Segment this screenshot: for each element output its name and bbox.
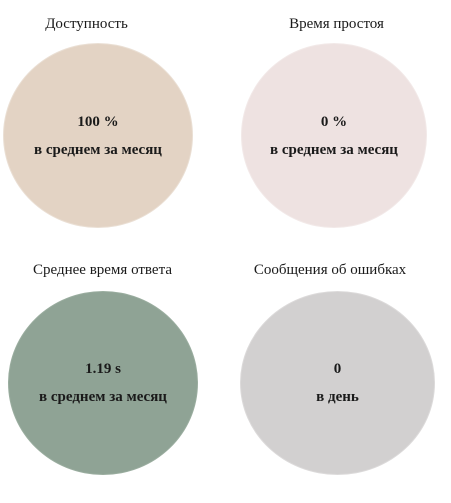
downtime-caption: в среднем за месяц: [270, 141, 398, 158]
downtime-value: 0 %: [320, 113, 348, 130]
error-messages-value: 0: [333, 361, 342, 377]
response-time-title: Среднее время ответа: [33, 262, 172, 278]
availability-caption: в среднем за месяц: [34, 141, 162, 158]
response-time-caption: в среднем за месяц: [39, 389, 167, 405]
response-time-value: 1.19 s: [85, 361, 121, 377]
availability-title: Доступность: [45, 16, 128, 32]
availability-value: 100 %: [77, 113, 119, 130]
error-messages-title: Сообщения об ошибках: [253, 262, 407, 278]
error-messages-circle: 0 в день: [240, 291, 435, 475]
availability-circle: 100 % в среднем за месяц: [3, 43, 193, 228]
response-time-circle: 1.19 s в среднем за месяц: [8, 291, 198, 475]
downtime-title: Время простоя: [289, 16, 384, 32]
error-messages-caption: в день: [316, 389, 359, 405]
downtime-circle: 0 % в среднем за месяц: [241, 43, 427, 228]
